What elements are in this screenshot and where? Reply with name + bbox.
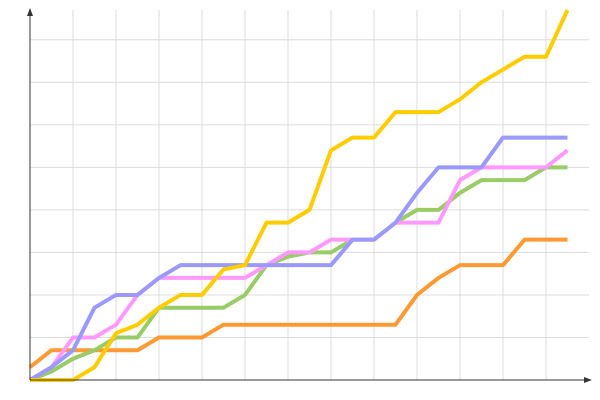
series-line (28, 237, 568, 369)
x-axis-arrow (584, 377, 592, 383)
series-line (28, 135, 568, 382)
axes (27, 8, 592, 383)
y-axis-arrow (27, 8, 33, 16)
series-line (29, 165, 568, 382)
series-line (30, 9, 570, 382)
series-line (28, 148, 569, 382)
lines (28, 9, 570, 382)
